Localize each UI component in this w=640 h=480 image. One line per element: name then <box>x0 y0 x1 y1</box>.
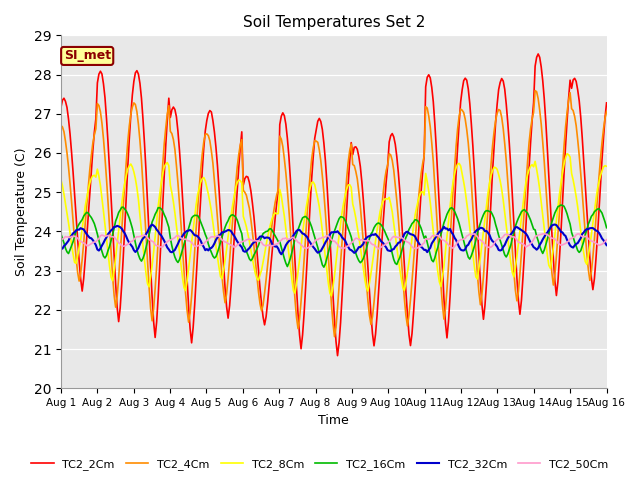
TC2_2Cm <box>603 100 611 106</box>
Line: TC2_16Cm: TC2_16Cm <box>61 205 607 267</box>
TC2_32Cm <box>603 242 611 248</box>
TC2_16Cm <box>320 264 328 270</box>
X-axis label: Time: Time <box>318 414 349 427</box>
TC2_4Cm <box>238 137 246 143</box>
TC2_8Cm <box>247 248 255 253</box>
TC2_50Cm <box>375 246 383 252</box>
TC2_16Cm <box>124 211 132 217</box>
TC2_8Cm <box>328 293 335 299</box>
TC2_50Cm <box>540 231 548 237</box>
TC2_8Cm <box>296 257 303 263</box>
TC2_2Cm <box>296 332 303 337</box>
Legend: TC2_2Cm, TC2_4Cm, TC2_8Cm, TC2_16Cm, TC2_32Cm, TC2_50Cm: TC2_2Cm, TC2_4Cm, TC2_8Cm, TC2_16Cm, TC2… <box>27 455 613 474</box>
TC2_50Cm <box>238 239 246 245</box>
TC2_4Cm <box>603 108 611 114</box>
TC2_32Cm <box>238 244 246 250</box>
TC2_50Cm <box>247 237 255 243</box>
TC2_4Cm <box>247 217 255 223</box>
TC2_4Cm <box>331 334 339 339</box>
TC2_16Cm <box>557 202 565 208</box>
TC2_2Cm <box>57 105 65 111</box>
TC2_16Cm <box>220 229 227 235</box>
TC2_8Cm <box>124 166 132 172</box>
TC2_50Cm <box>603 237 611 242</box>
TC2_4Cm <box>124 139 132 144</box>
TC2_16Cm <box>575 250 583 255</box>
TC2_50Cm <box>575 231 583 237</box>
TC2_2Cm <box>534 51 542 57</box>
TC2_8Cm <box>57 177 65 182</box>
TC2_8Cm <box>563 151 571 156</box>
Line: TC2_8Cm: TC2_8Cm <box>61 154 607 296</box>
Line: TC2_50Cm: TC2_50Cm <box>61 234 607 249</box>
TC2_32Cm <box>575 238 583 243</box>
TC2_2Cm <box>124 164 132 169</box>
TC2_8Cm <box>238 180 246 186</box>
TC2_8Cm <box>575 216 583 222</box>
TC2_4Cm <box>531 88 539 94</box>
TC2_2Cm <box>333 353 341 359</box>
Line: TC2_32Cm: TC2_32Cm <box>61 225 607 254</box>
Line: TC2_4Cm: TC2_4Cm <box>61 91 607 336</box>
TC2_50Cm <box>296 240 303 246</box>
TC2_16Cm <box>603 225 611 230</box>
TC2_32Cm <box>57 246 65 252</box>
TC2_8Cm <box>220 268 227 274</box>
Line: TC2_2Cm: TC2_2Cm <box>61 54 607 356</box>
TC2_32Cm <box>247 243 255 249</box>
TC2_16Cm <box>247 258 255 264</box>
Y-axis label: Soil Temperature (C): Soil Temperature (C) <box>15 147 28 276</box>
TC2_2Cm <box>575 98 583 104</box>
Title: Soil Temperatures Set 2: Soil Temperatures Set 2 <box>243 15 425 30</box>
TC2_2Cm <box>238 129 246 135</box>
TC2_4Cm <box>57 122 65 128</box>
TC2_32Cm <box>220 229 227 235</box>
Text: SI_met: SI_met <box>63 49 111 62</box>
TC2_16Cm <box>238 231 246 237</box>
TC2_2Cm <box>220 261 227 267</box>
TC2_2Cm <box>247 188 255 194</box>
TC2_4Cm <box>575 152 583 158</box>
TC2_32Cm <box>297 229 305 235</box>
TC2_50Cm <box>124 241 132 247</box>
TC2_8Cm <box>603 163 611 169</box>
TC2_32Cm <box>551 222 559 228</box>
TC2_4Cm <box>220 289 227 295</box>
TC2_32Cm <box>124 237 132 243</box>
TC2_16Cm <box>296 223 303 228</box>
TC2_16Cm <box>57 231 65 237</box>
TC2_50Cm <box>220 238 227 244</box>
TC2_4Cm <box>296 316 303 322</box>
TC2_32Cm <box>278 252 285 257</box>
TC2_50Cm <box>57 237 65 243</box>
